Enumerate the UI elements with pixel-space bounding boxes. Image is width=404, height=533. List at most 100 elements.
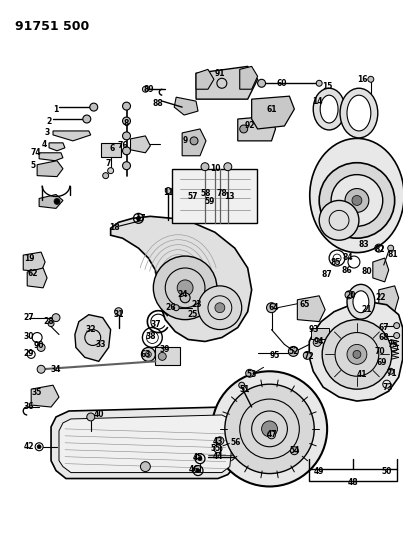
Polygon shape: [238, 116, 276, 141]
Circle shape: [388, 368, 393, 374]
Polygon shape: [27, 268, 47, 288]
Circle shape: [158, 352, 166, 360]
Polygon shape: [39, 195, 63, 208]
Bar: [155, 348, 180, 365]
Circle shape: [212, 372, 327, 487]
Text: 65: 65: [299, 300, 309, 309]
Circle shape: [378, 365, 384, 370]
Text: 94: 94: [314, 337, 324, 346]
Text: 10: 10: [210, 164, 220, 173]
Polygon shape: [51, 407, 240, 479]
Text: 13: 13: [225, 192, 235, 201]
Circle shape: [361, 368, 367, 374]
Circle shape: [37, 343, 45, 351]
Circle shape: [145, 351, 152, 357]
Text: 17: 17: [135, 214, 146, 223]
Circle shape: [122, 117, 130, 125]
Text: 37: 37: [151, 320, 162, 329]
Ellipse shape: [313, 88, 345, 130]
Text: 8: 8: [124, 119, 129, 128]
Circle shape: [103, 173, 109, 179]
Ellipse shape: [310, 139, 404, 253]
Circle shape: [37, 365, 45, 373]
Text: 56: 56: [231, 438, 241, 447]
Text: 51: 51: [240, 385, 250, 394]
Text: 15: 15: [322, 82, 332, 91]
Text: 80: 80: [362, 268, 372, 277]
Circle shape: [378, 354, 384, 360]
Circle shape: [177, 280, 193, 296]
Circle shape: [90, 103, 98, 111]
Circle shape: [52, 314, 60, 321]
Circle shape: [267, 431, 276, 439]
Circle shape: [141, 462, 150, 472]
Text: 28: 28: [44, 317, 55, 326]
Text: 16: 16: [358, 75, 368, 84]
Text: 45: 45: [193, 453, 203, 462]
Text: 67: 67: [379, 323, 389, 332]
Circle shape: [225, 384, 314, 473]
Circle shape: [322, 320, 392, 389]
Circle shape: [246, 369, 254, 377]
Text: 25: 25: [187, 310, 197, 319]
Polygon shape: [49, 143, 65, 151]
Text: 39: 39: [160, 345, 170, 354]
Text: 68: 68: [379, 333, 389, 342]
Ellipse shape: [347, 285, 375, 319]
Bar: [192, 302, 214, 316]
Circle shape: [288, 346, 298, 357]
Circle shape: [54, 198, 60, 205]
Text: 40: 40: [93, 410, 104, 419]
Circle shape: [303, 351, 311, 359]
Circle shape: [107, 168, 114, 174]
Text: 7: 7: [106, 159, 112, 168]
Circle shape: [122, 147, 130, 155]
Circle shape: [141, 348, 155, 361]
Text: 36: 36: [24, 401, 34, 410]
Circle shape: [316, 80, 322, 86]
Circle shape: [196, 469, 200, 473]
Text: 72: 72: [304, 352, 315, 361]
Circle shape: [239, 382, 245, 388]
Polygon shape: [297, 296, 325, 321]
Polygon shape: [75, 314, 111, 361]
Circle shape: [319, 200, 359, 240]
Circle shape: [198, 286, 242, 329]
Circle shape: [165, 188, 171, 193]
Text: 30: 30: [24, 332, 34, 341]
Text: 75: 75: [387, 340, 398, 349]
Circle shape: [388, 245, 393, 251]
Text: 20: 20: [346, 292, 356, 300]
Circle shape: [198, 457, 202, 461]
Bar: [101, 143, 120, 157]
Circle shape: [224, 163, 232, 171]
Circle shape: [122, 102, 130, 110]
Text: 71: 71: [386, 369, 397, 378]
Text: 81: 81: [387, 249, 398, 259]
Circle shape: [180, 293, 190, 303]
Ellipse shape: [353, 291, 369, 313]
Circle shape: [37, 445, 41, 449]
Ellipse shape: [340, 88, 378, 138]
Text: 50: 50: [381, 467, 392, 476]
Circle shape: [143, 86, 148, 92]
Text: 24: 24: [177, 290, 187, 300]
Text: 11: 11: [163, 188, 173, 197]
Circle shape: [87, 413, 95, 421]
Circle shape: [267, 303, 276, 313]
Text: 2: 2: [46, 117, 52, 125]
Text: 38: 38: [145, 332, 156, 341]
Circle shape: [345, 189, 369, 212]
Polygon shape: [196, 67, 258, 99]
Circle shape: [290, 447, 298, 455]
Text: 52: 52: [288, 347, 299, 356]
Text: 87: 87: [322, 270, 332, 279]
Text: 9: 9: [183, 136, 188, 146]
Circle shape: [258, 79, 265, 87]
Circle shape: [48, 321, 54, 327]
Circle shape: [83, 115, 91, 123]
Bar: [311, 328, 329, 340]
Text: 61: 61: [266, 104, 277, 114]
Text: 23: 23: [192, 300, 202, 309]
Polygon shape: [59, 415, 234, 473]
